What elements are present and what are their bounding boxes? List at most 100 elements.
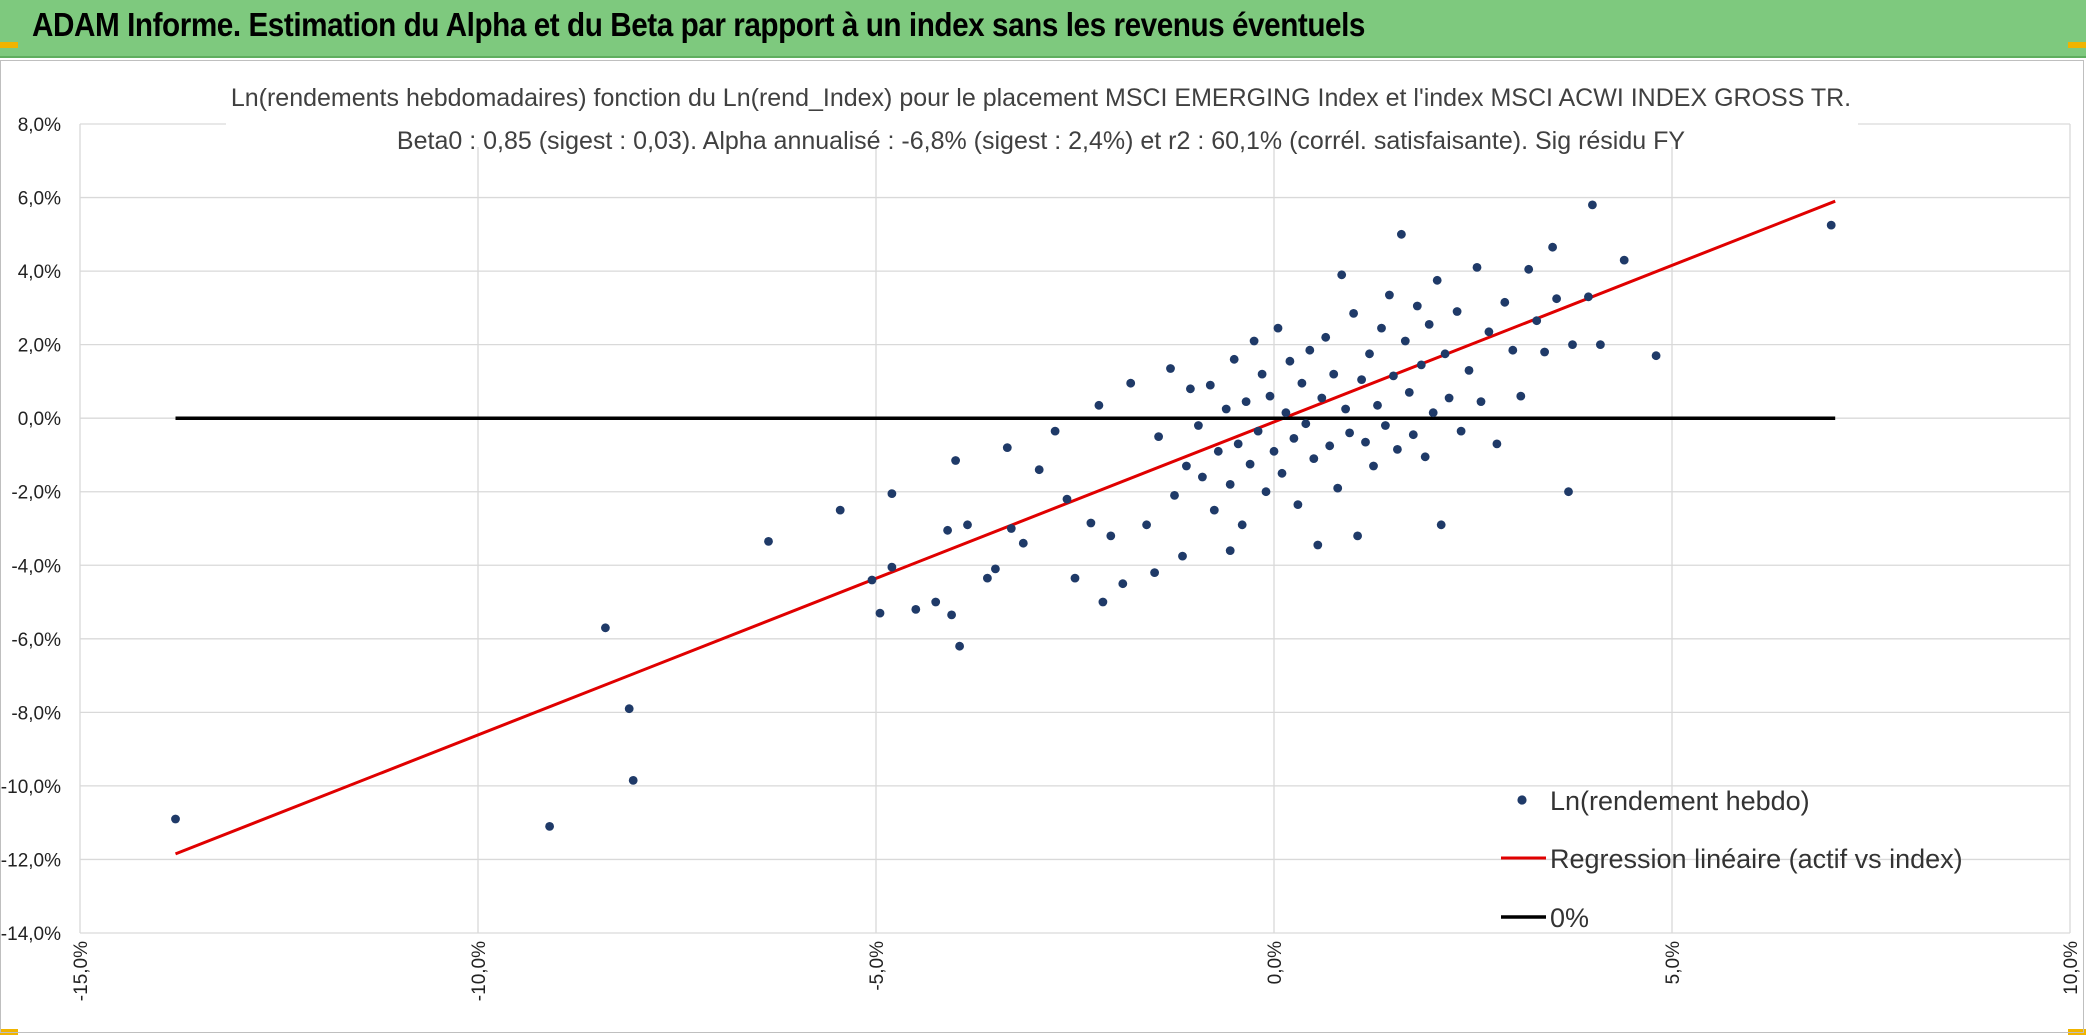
scatter-point bbox=[1205, 380, 1215, 390]
scatter-point bbox=[1094, 400, 1104, 410]
scatter-point bbox=[1297, 378, 1307, 388]
x-tick-label: 10,0% bbox=[2061, 941, 2082, 995]
scatter-point bbox=[1002, 443, 1012, 452]
scatter-point bbox=[1381, 421, 1390, 430]
scatter-point bbox=[1584, 292, 1593, 302]
corner-marker bbox=[2068, 42, 2086, 48]
scatter-point bbox=[1500, 297, 1510, 307]
scatter-point bbox=[1313, 540, 1323, 550]
y-tick-label: 2,0% bbox=[18, 336, 61, 357]
scatter-point bbox=[1412, 301, 1422, 311]
scatter-point bbox=[1229, 354, 1239, 364]
scatter-point bbox=[1588, 200, 1597, 210]
scatter-point bbox=[1062, 494, 1072, 504]
scatter-point bbox=[1233, 439, 1243, 449]
y-tick-label: -8,0% bbox=[11, 703, 61, 724]
scatter-point bbox=[1213, 446, 1223, 456]
scatter-point bbox=[1170, 491, 1179, 500]
y-tick-label: 8,0% bbox=[18, 115, 61, 136]
scatter-point bbox=[1826, 220, 1836, 230]
corner-marker bbox=[0, 42, 18, 48]
scatter-point bbox=[1353, 531, 1362, 541]
scatter-point bbox=[947, 610, 956, 620]
scatter-point bbox=[1397, 229, 1406, 239]
scatter-point bbox=[1178, 551, 1187, 561]
scatter-point bbox=[1357, 375, 1366, 384]
scatter-point bbox=[1452, 307, 1462, 316]
scatter-chart: Ln(rendements hebdomadaires) fonction du… bbox=[1, 67, 2082, 1001]
scatter-point bbox=[955, 641, 964, 651]
scatter-point bbox=[1476, 397, 1486, 406]
scatter-point bbox=[171, 814, 180, 824]
scatter-point bbox=[1393, 445, 1402, 454]
scatter-point bbox=[1552, 294, 1561, 304]
scatter-point bbox=[1257, 369, 1267, 379]
chart-area: Ln(rendements hebdomadaires) fonction du… bbox=[0, 60, 2084, 1033]
scatter-point bbox=[1456, 426, 1466, 436]
legend-label-scatter: Ln(rendement hebdo) bbox=[1550, 786, 1810, 816]
scatter-point bbox=[1365, 349, 1374, 359]
y-tick-label: -12,0% bbox=[1, 850, 61, 871]
x-tick-label: 0,0% bbox=[1265, 941, 1286, 984]
scatter-point bbox=[1492, 439, 1502, 449]
scatter-point bbox=[1540, 347, 1549, 357]
scatter-point bbox=[1345, 428, 1354, 438]
x-tick-label: -5,0% bbox=[867, 941, 888, 991]
scatter-point bbox=[1325, 441, 1335, 451]
scatter-point bbox=[1261, 487, 1271, 497]
scatter-point bbox=[1389, 371, 1398, 381]
scatter-point bbox=[1472, 263, 1482, 272]
x-tick-label: -15,0% bbox=[71, 941, 92, 1001]
chart-subtitle: Beta0 : 0,85 (sigest : 0,03). Alpha annu… bbox=[397, 127, 1685, 155]
legend-marker-scatter bbox=[1517, 795, 1527, 805]
scatter-point bbox=[1361, 437, 1370, 447]
scatter-point bbox=[628, 776, 638, 785]
scatter-point bbox=[1186, 384, 1195, 394]
scatter-point bbox=[1305, 345, 1315, 355]
scatter-point bbox=[764, 537, 773, 546]
scatter-point bbox=[1182, 461, 1191, 471]
scatter-point bbox=[1377, 323, 1386, 333]
scatter-point bbox=[1142, 520, 1151, 530]
scatter-point bbox=[1464, 366, 1474, 375]
scatter-point bbox=[545, 822, 554, 831]
scatter-point bbox=[1221, 404, 1231, 414]
scatter-point bbox=[983, 573, 992, 583]
scatter-point bbox=[1281, 408, 1291, 418]
scatter-point bbox=[1225, 546, 1235, 555]
chart-title-block: Ln(rendements hebdomadaires) fonction du… bbox=[226, 67, 1858, 155]
scatter-point bbox=[1484, 327, 1494, 337]
scatter-point bbox=[1596, 340, 1605, 349]
scatter-point bbox=[1516, 391, 1526, 401]
scatter-point bbox=[1524, 264, 1534, 274]
scatter-point bbox=[963, 520, 972, 530]
scatter-point bbox=[875, 608, 885, 618]
scatter-point bbox=[1070, 573, 1080, 583]
scatter-point bbox=[1369, 461, 1378, 471]
scatter-point bbox=[1568, 340, 1577, 349]
scatter-point bbox=[943, 525, 952, 535]
scatter-point bbox=[601, 623, 610, 633]
scatter-point bbox=[1265, 391, 1275, 401]
scatter-point bbox=[1293, 500, 1303, 509]
scatter-point bbox=[1034, 465, 1044, 475]
scatter-point bbox=[1508, 345, 1518, 355]
scatter-point bbox=[1329, 369, 1339, 379]
x-tick-label: -10,0% bbox=[469, 941, 490, 1001]
y-tick-label: -4,0% bbox=[11, 556, 61, 577]
scatter-point bbox=[911, 605, 921, 614]
scatter-point bbox=[1333, 483, 1343, 493]
scatter-point bbox=[1106, 531, 1116, 541]
scatter-point bbox=[1436, 520, 1446, 530]
scatter-point bbox=[1289, 434, 1299, 443]
scatter-point bbox=[1098, 597, 1108, 607]
scatter-point bbox=[1548, 242, 1557, 252]
y-tick-label: 4,0% bbox=[18, 262, 61, 283]
scatter-point bbox=[1273, 323, 1283, 333]
scatter-point bbox=[867, 575, 877, 585]
scatter-point bbox=[887, 562, 897, 572]
scatter-point bbox=[1150, 568, 1159, 577]
scatter-point bbox=[1194, 421, 1203, 430]
scatter-point bbox=[1309, 454, 1319, 463]
scatter-point bbox=[951, 456, 960, 465]
